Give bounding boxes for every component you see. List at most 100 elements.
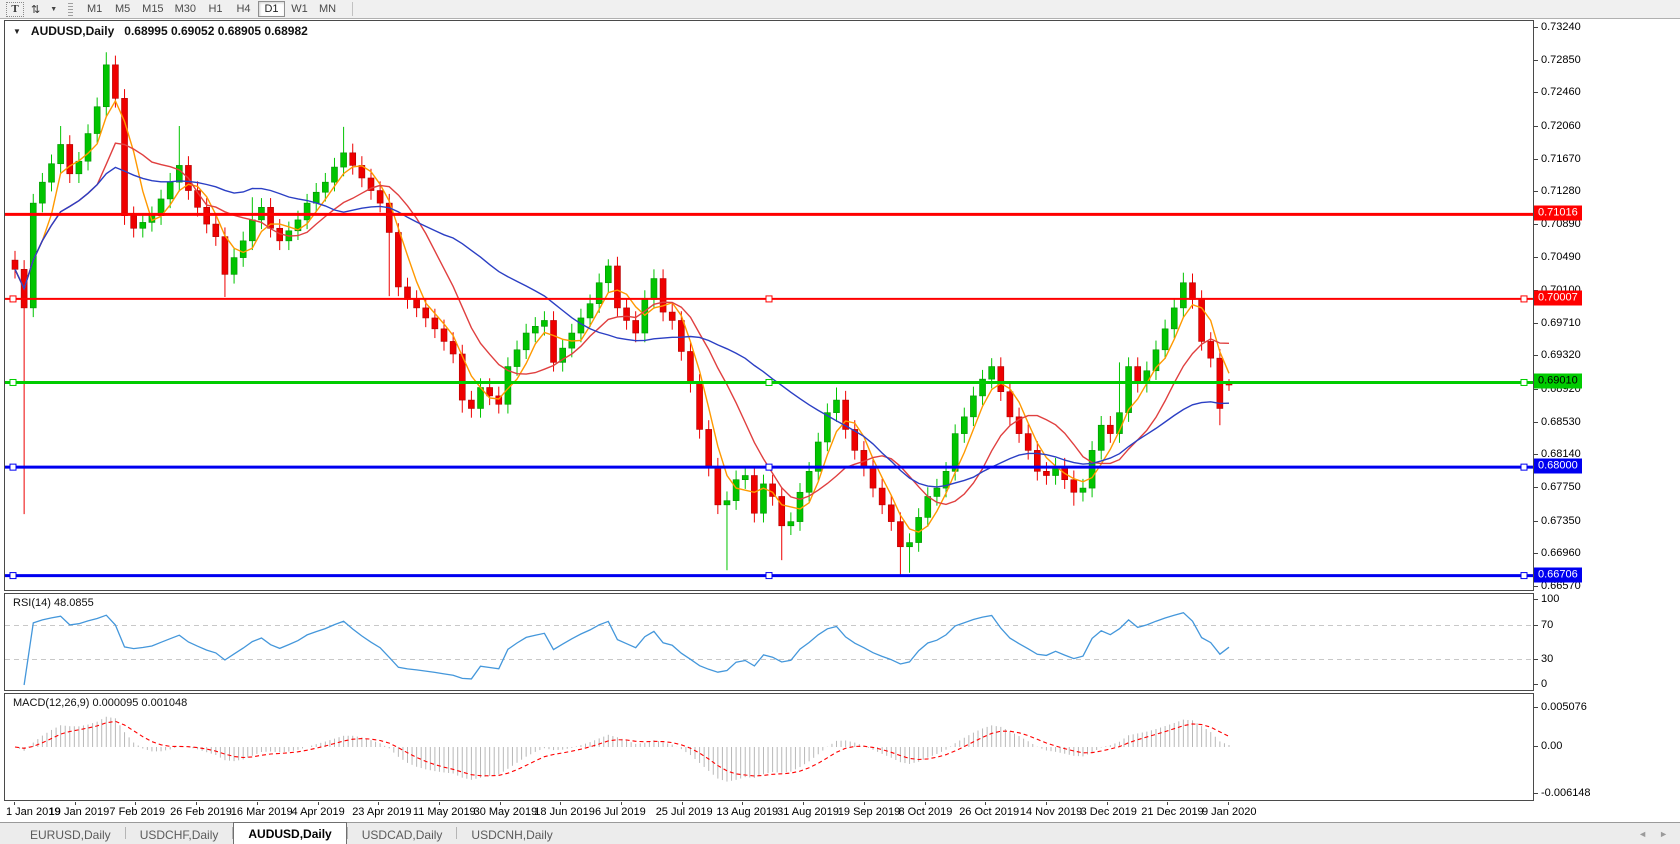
date-axis-tickmark: [621, 802, 622, 805]
price-tick-label: 0.67750: [1541, 481, 1581, 494]
price-axis-tickmark: [1534, 322, 1538, 324]
rsi-axis-tickmark: [1534, 599, 1538, 600]
timeframe-button-m30[interactable]: M30: [170, 1, 201, 17]
macd-tick-label: -0.006148: [1541, 787, 1591, 800]
timeframe-button-mn[interactable]: MN: [314, 1, 341, 17]
chart-tab-usdcnh[interactable]: USDCNH,Daily: [471, 827, 553, 842]
price-tick-label: 0.70490: [1541, 251, 1581, 264]
hline-price-badge: 0.71016: [1534, 205, 1582, 221]
hline-price-badge: 0.66706: [1534, 567, 1582, 583]
price-tick-label: 0.69320: [1541, 349, 1581, 362]
price-axis-tickmark: [1534, 454, 1538, 456]
timeframe-button-m15[interactable]: M15: [137, 1, 168, 17]
macd-tick-label: 0.00: [1541, 740, 1563, 752]
timeframe-button-m5[interactable]: M5: [109, 1, 136, 17]
date-tick-label: 11 May 2019: [412, 806, 476, 818]
date-tick-label: 19 Jan 2019: [48, 806, 110, 818]
date-axis-tickmark: [196, 802, 198, 805]
date-tick-label: 1 Jan 2019: [6, 806, 61, 818]
date-tick-label: 16 Mar 2019: [230, 806, 293, 818]
price-tick-label: 0.69710: [1541, 316, 1581, 329]
price-tick-label: 0.70890: [1541, 217, 1581, 230]
chart-tab-usdchf[interactable]: USDCHF,Daily: [139, 827, 219, 842]
date-axis-tickmark: [74, 802, 76, 805]
date-tick-label: 25 Jul 2019: [655, 806, 713, 818]
price-tick-label: 0.66960: [1541, 547, 1581, 560]
date-tick-label: 26 Feb 2019: [170, 806, 232, 818]
text-tool-button[interactable]: T: [6, 1, 24, 17]
date-tick-label: 6 Jul 2019: [595, 806, 646, 818]
macd-axis-tickmark: [1534, 793, 1538, 795]
price-axis[interactable]: 0.73240 0.72850 0.72460 0.72060 0.71670 0.712…: [1534, 20, 1680, 801]
date-axis-tickmark: [378, 802, 380, 805]
macd-indicator-panel: MACD(12,26,9) 0.000095 0.001048: [4, 693, 1534, 801]
chart-symbol-title: AUDUSD,Daily: [30, 24, 115, 38]
price-axis-tickmark: [1534, 487, 1538, 489]
price-tick-label: 0.72060: [1541, 119, 1581, 132]
price-tick-label: 0.71280: [1541, 185, 1581, 198]
price-axis-tickmark: [1534, 158, 1538, 160]
timeframe-button-group: M1 M5 M15 M30 H1 H4 D1 W1 MN: [81, 1, 341, 17]
date-axis-tickmark: [1045, 802, 1047, 805]
date-axis-tickmark: [1228, 802, 1229, 805]
price-tick-label: 0.66570: [1541, 579, 1581, 592]
rsi-axis-tickmark: [1534, 624, 1538, 626]
tab-separator: [124, 827, 126, 839]
date-axis-tickmark: [256, 802, 258, 805]
date-tick-label: 31 Aug 2019: [777, 806, 839, 818]
main-chart-plot[interactable]: [5, 21, 1533, 590]
price-tick-label: 0.71670: [1541, 152, 1581, 165]
tab-separator: [346, 827, 348, 839]
timeframe-button-h4[interactable]: H4: [230, 1, 257, 17]
date-axis-tickmark: [681, 802, 683, 805]
price-axis-tickmark: [1534, 355, 1538, 357]
price-tick-label: 0.68140: [1541, 448, 1581, 461]
macd-label: MACD(12,26,9) 0.000095 0.001048: [13, 697, 188, 709]
tool-dropdown-caret[interactable]: ▼: [47, 2, 60, 17]
price-axis-tickmark: [1534, 421, 1538, 423]
arrows-tool-button[interactable]: ⇅: [26, 2, 45, 17]
rsi-label: RSI(14) 48.0855: [13, 597, 94, 609]
date-tick-label: 3 Dec 2019: [1080, 806, 1137, 818]
date-tick-label: 9 Jan 2020: [1202, 806, 1257, 818]
rsi-axis-tickmark: [1534, 658, 1538, 660]
timeframe-button-h1[interactable]: H1: [202, 1, 229, 17]
collapse-chart-icon[interactable]: ▼: [13, 26, 21, 36]
price-tick-label: 0.68530: [1541, 415, 1581, 428]
date-axis-tickmark: [438, 802, 440, 805]
date-axis-tickmark: [14, 802, 15, 805]
tab-scroll-right-icon[interactable]: ►: [1659, 829, 1668, 839]
price-tick-label: 0.72460: [1541, 86, 1581, 99]
chart-tab-bar: EURUSD,Daily USDCHF,Daily AUDUSD,Daily USDC…: [0, 822, 1680, 844]
chart-tab-audusd[interactable]: AUDUSD,Daily: [233, 822, 347, 844]
price-axis-tickmark: [1534, 59, 1538, 61]
chart-tab-usdcad[interactable]: USDCAD,Daily: [361, 827, 443, 842]
date-tick-label: 26 Oct 2019: [959, 806, 1020, 818]
timeframe-button-w1[interactable]: W1: [286, 1, 313, 17]
rsi-axis-tickmark: [1534, 684, 1538, 685]
tabbar-scroll-arrows: ◄ ►: [1638, 829, 1680, 844]
date-axis-tickmark: [1167, 802, 1169, 805]
date-axis-tickmark: [499, 802, 501, 805]
price-axis-tickmark: [1534, 125, 1538, 127]
chart-tabs: EURUSD,Daily USDCHF,Daily AUDUSD,Daily USDC…: [16, 822, 567, 844]
rsi-tick-label: 30: [1541, 652, 1554, 665]
timeframe-button-d1[interactable]: D1: [257, 1, 285, 17]
timeframe-button-m1[interactable]: M1: [81, 1, 108, 17]
date-tick-label: 30 May 2019: [473, 806, 538, 818]
date-axis-tickmark: [985, 802, 987, 805]
tab-scroll-left-icon[interactable]: ◄: [1638, 829, 1648, 839]
price-axis-tickmark: [1534, 92, 1538, 94]
date-tick-label: 8 Oct 2019: [898, 806, 953, 818]
price-axis-tickmark: [1534, 585, 1538, 587]
date-axis-tickmark: [1106, 802, 1108, 805]
rsi-plot[interactable]: [5, 594, 1533, 690]
tab-separator: [232, 827, 234, 839]
time-axis[interactable]: 1 Jan 2019 19 Jan 2019 7 Feb 2019 26 Feb 20…: [4, 802, 1534, 821]
rsi-tick-label: 100: [1541, 593, 1560, 605]
date-axis-tickmark: [803, 802, 805, 805]
macd-plot[interactable]: [5, 694, 1533, 800]
chart-tab-eurusd[interactable]: EURUSD,Daily: [30, 827, 111, 842]
date-axis-tickmark: [742, 802, 744, 805]
price-axis-tickmark: [1534, 389, 1538, 391]
